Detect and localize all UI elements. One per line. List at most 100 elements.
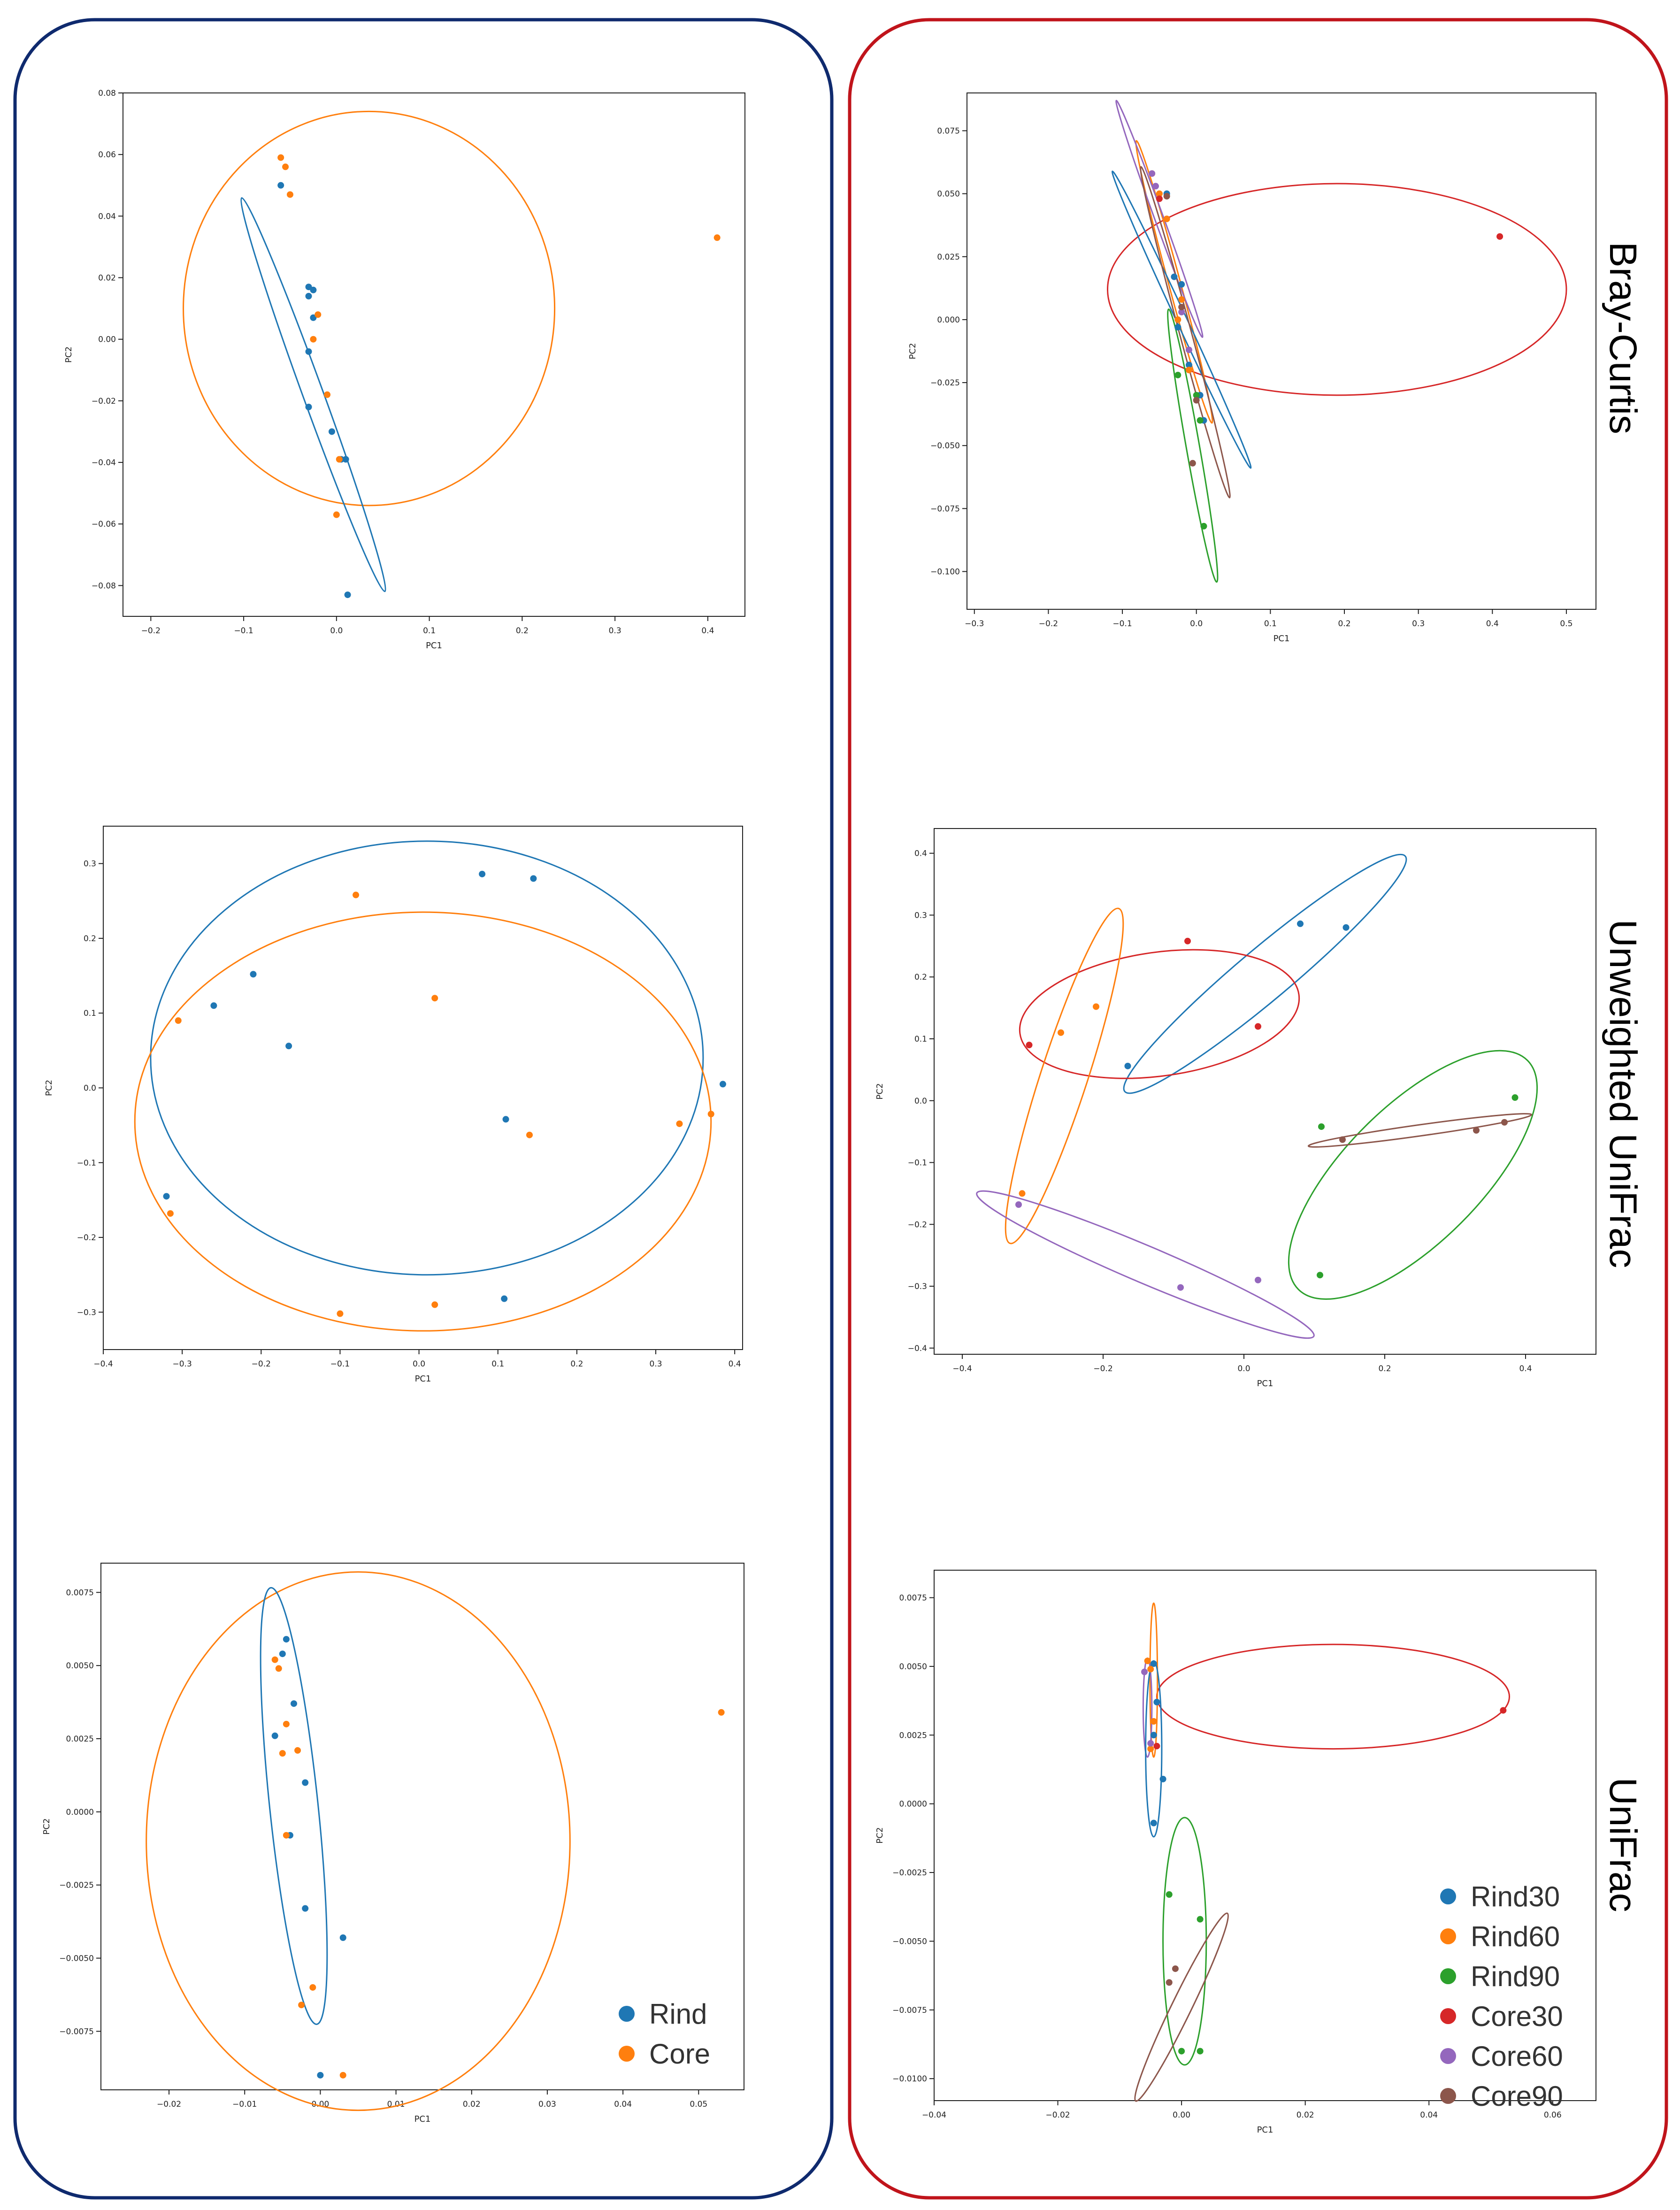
data-point-rind30	[1174, 324, 1181, 331]
y-tick-label: 0.02	[98, 274, 116, 283]
x-tick-label: 0.03	[538, 2100, 556, 2109]
data-point-core	[431, 1301, 438, 1308]
data-point-core	[353, 891, 360, 898]
data-point-core90	[1166, 1979, 1173, 1986]
x-tick-label: −0.3	[965, 619, 984, 629]
data-point-core	[271, 1656, 278, 1663]
data-point-rind	[291, 1700, 297, 1707]
data-point-rind30	[1124, 1062, 1131, 1069]
x-tick-label: 0.05	[690, 2100, 707, 2109]
series-core30	[1153, 1707, 1507, 1750]
y-tick-label: −0.04	[92, 458, 116, 468]
x-tick-label: 0.0	[1190, 619, 1203, 629]
x-axis-label: PC1	[414, 2114, 431, 2124]
data-point-rind60	[1147, 1665, 1154, 1673]
x-tick-label: −0.04	[922, 2110, 946, 2120]
y-tick-label: −0.1	[77, 1159, 96, 1168]
y-tick-label: −0.06	[92, 520, 116, 529]
legend-item-core90: Core90	[1440, 2080, 1563, 2112]
ellipse-core60	[976, 1190, 1315, 1339]
legend-marker	[1440, 2008, 1456, 2024]
data-point-rind	[502, 1116, 509, 1123]
chart-bc_six: −0.3 −0.2 −0.1 0.0 0.1 0.2 0.3 0.4 0.5 −0.100 −0.0…	[908, 92, 1596, 644]
x-tick-label: 0.3	[650, 1359, 662, 1369]
ellipse-rind60	[1149, 1602, 1158, 1758]
y-tick-label: −0.100	[930, 568, 960, 577]
data-point-rind	[277, 182, 284, 189]
x-tick-label: 0.2	[570, 1359, 583, 1369]
data-point-rind	[530, 875, 537, 882]
left-group-frame	[13, 18, 834, 2200]
data-point-rind90	[1318, 1123, 1325, 1130]
data-point-rind90	[1174, 371, 1181, 378]
data-point-rind60	[1156, 190, 1163, 197]
data-point-core60	[1178, 308, 1185, 315]
row-label-bray-curtis: Bray-Curtis	[1602, 242, 1644, 434]
data-point-rind60	[1163, 215, 1170, 223]
data-point-core	[309, 1984, 316, 1991]
data-point-rind	[344, 591, 351, 599]
data-point-core30	[1156, 195, 1163, 202]
y-tick-label: 0.000	[937, 315, 960, 325]
data-point-core	[282, 163, 289, 170]
data-point-rind90	[1178, 2048, 1185, 2055]
data-point-rind60	[1150, 1718, 1157, 1725]
data-point-core90	[1473, 1127, 1480, 1134]
chart-uu_two: −0.4 −0.3 −0.2 −0.1 0.0 0.1 0.2 0.3 0.4 −0.3 −0.2 −…	[44, 826, 743, 1384]
data-point-rind30	[1342, 924, 1350, 931]
x-tick-label: −0.02	[1045, 2110, 1070, 2120]
data-point-rind60	[1174, 316, 1181, 323]
ellipse-rind30	[1111, 170, 1252, 469]
y-tick-label: 0.0025	[66, 1734, 94, 1744]
data-point-rind30	[1297, 920, 1304, 927]
data-point-rind	[310, 314, 317, 321]
data-point-rind30	[1178, 281, 1185, 288]
data-point-rind60	[1093, 1003, 1099, 1010]
legend-label: Rind30	[1471, 1881, 1560, 1912]
plot-area-frame	[100, 1563, 744, 2090]
x-tick-label: 0.3	[1412, 619, 1425, 629]
ellipse-core30	[1019, 949, 1300, 1079]
series-rind90	[1317, 1094, 1519, 1279]
ellipse-rind	[240, 197, 386, 592]
data-point-core90	[1178, 304, 1185, 311]
data-point-rind	[310, 286, 317, 293]
ellipse-core30	[1156, 1643, 1511, 1750]
legend-label: Rind90	[1471, 1961, 1560, 1992]
data-point-core	[298, 2002, 305, 2009]
legend-item-rind60: Rind60	[1440, 1921, 1560, 1952]
y-tick-label: −0.050	[930, 441, 960, 451]
data-point-rind60	[1058, 1029, 1064, 1036]
y-tick-label: 0.00	[98, 335, 116, 345]
ellipse-core	[146, 1571, 571, 2111]
x-tick-label: −0.1	[330, 1359, 350, 1369]
data-point-core60	[1015, 1201, 1022, 1208]
y-tick-label: 0.2	[914, 973, 927, 982]
x-tick-label: 0.3	[609, 626, 621, 636]
ellipse-rind90	[1288, 1050, 1538, 1300]
ellipse-rind30	[1123, 853, 1407, 1094]
y-tick-label: 0.0000	[899, 1800, 927, 1809]
y-tick-label: 0.04	[98, 212, 116, 221]
x-tick-label: −0.3	[173, 1359, 192, 1369]
legend-label: Core30	[1471, 2001, 1563, 2032]
y-tick-label: 0.0	[914, 1097, 927, 1106]
ellipse-core	[134, 911, 712, 1332]
y-axis-label: PC2	[908, 343, 918, 360]
y-tick-label: 0.06	[98, 150, 116, 160]
data-point-core	[283, 1720, 290, 1727]
x-tick-label: 0.02	[463, 2100, 481, 2109]
x-tick-label: −0.1	[234, 626, 253, 636]
data-point-rind	[305, 404, 312, 410]
x-tick-label: 0.0	[413, 1359, 425, 1369]
x-tick-label: 0.02	[1296, 2110, 1314, 2120]
x-tick-label: 0.04	[614, 2100, 632, 2109]
ellipse-rind60	[1005, 907, 1124, 1244]
y-tick-label: 0.0075	[899, 1594, 927, 1603]
series-core	[271, 1656, 725, 2079]
y-tick-label: 0.3	[914, 911, 927, 920]
y-tick-label: 0.0050	[66, 1661, 94, 1671]
data-point-rind	[163, 1193, 170, 1200]
x-axis-label: PC1	[415, 1374, 431, 1384]
